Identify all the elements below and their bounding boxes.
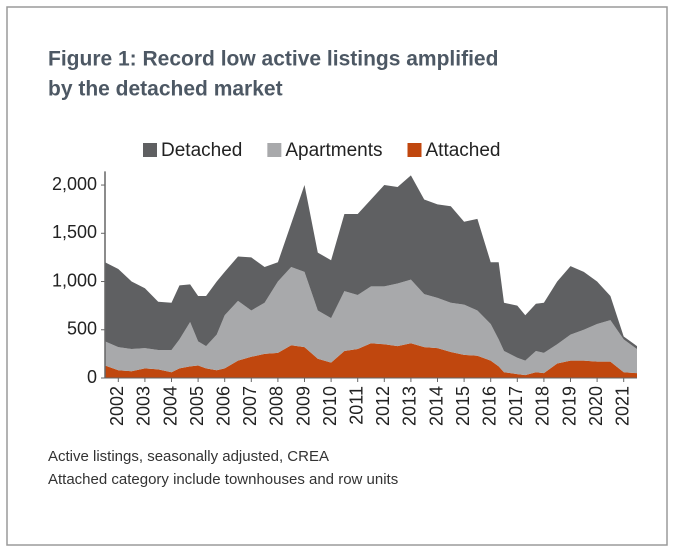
legend-label: Apartments	[285, 140, 382, 161]
x-tick-label: 2002	[107, 386, 127, 426]
x-tick-label: 2009	[293, 386, 313, 426]
y-tick-label: 0	[87, 367, 97, 387]
x-tick-label: 2016	[479, 386, 499, 426]
y-tick-label: 1,000	[52, 270, 97, 290]
area	[105, 267, 637, 376]
x-tick-label: 2015	[453, 386, 473, 426]
x-tick-label: 2003	[134, 386, 154, 426]
chart-title: by the detached market	[48, 78, 283, 101]
area	[105, 343, 637, 378]
note: Active listings, seasonally adjusted, CR…	[48, 448, 329, 465]
legend-label: Attached	[426, 140, 501, 161]
legend-swatch	[407, 143, 422, 157]
x-tick-label: 2014	[426, 386, 446, 426]
legend-swatch	[143, 143, 157, 157]
x-tick-label: 2011	[346, 386, 366, 425]
x-tick-label: 2007	[240, 386, 260, 426]
note: Attached category include townhouses and…	[48, 471, 398, 488]
y-tick-label: 500	[67, 319, 97, 339]
x-tick-label: 2006	[213, 386, 233, 426]
y-tick-label: 1,500	[52, 222, 97, 242]
x-tick-label: 2021	[612, 386, 632, 426]
x-tick-label: 2012	[373, 386, 393, 426]
y-tick-label: 2,000	[52, 174, 97, 194]
x-tick-label: 2010	[320, 386, 340, 426]
x-tick-label: 2018	[533, 386, 553, 426]
x-tick-label: 2019	[559, 386, 579, 426]
x-tick-label: 2004	[160, 386, 180, 426]
chart-title: Figure 1: Record low active listings amp…	[48, 48, 498, 71]
x-tick-label: 2008	[267, 386, 287, 426]
x-tick-label: 2017	[506, 386, 526, 426]
legend-label: Detached	[161, 140, 242, 161]
legend-swatch	[267, 143, 282, 157]
x-tick-label: 2020	[586, 386, 606, 426]
area	[105, 175, 637, 361]
x-tick-label: 2005	[187, 386, 207, 426]
x-tick-label: 2013	[400, 386, 420, 426]
